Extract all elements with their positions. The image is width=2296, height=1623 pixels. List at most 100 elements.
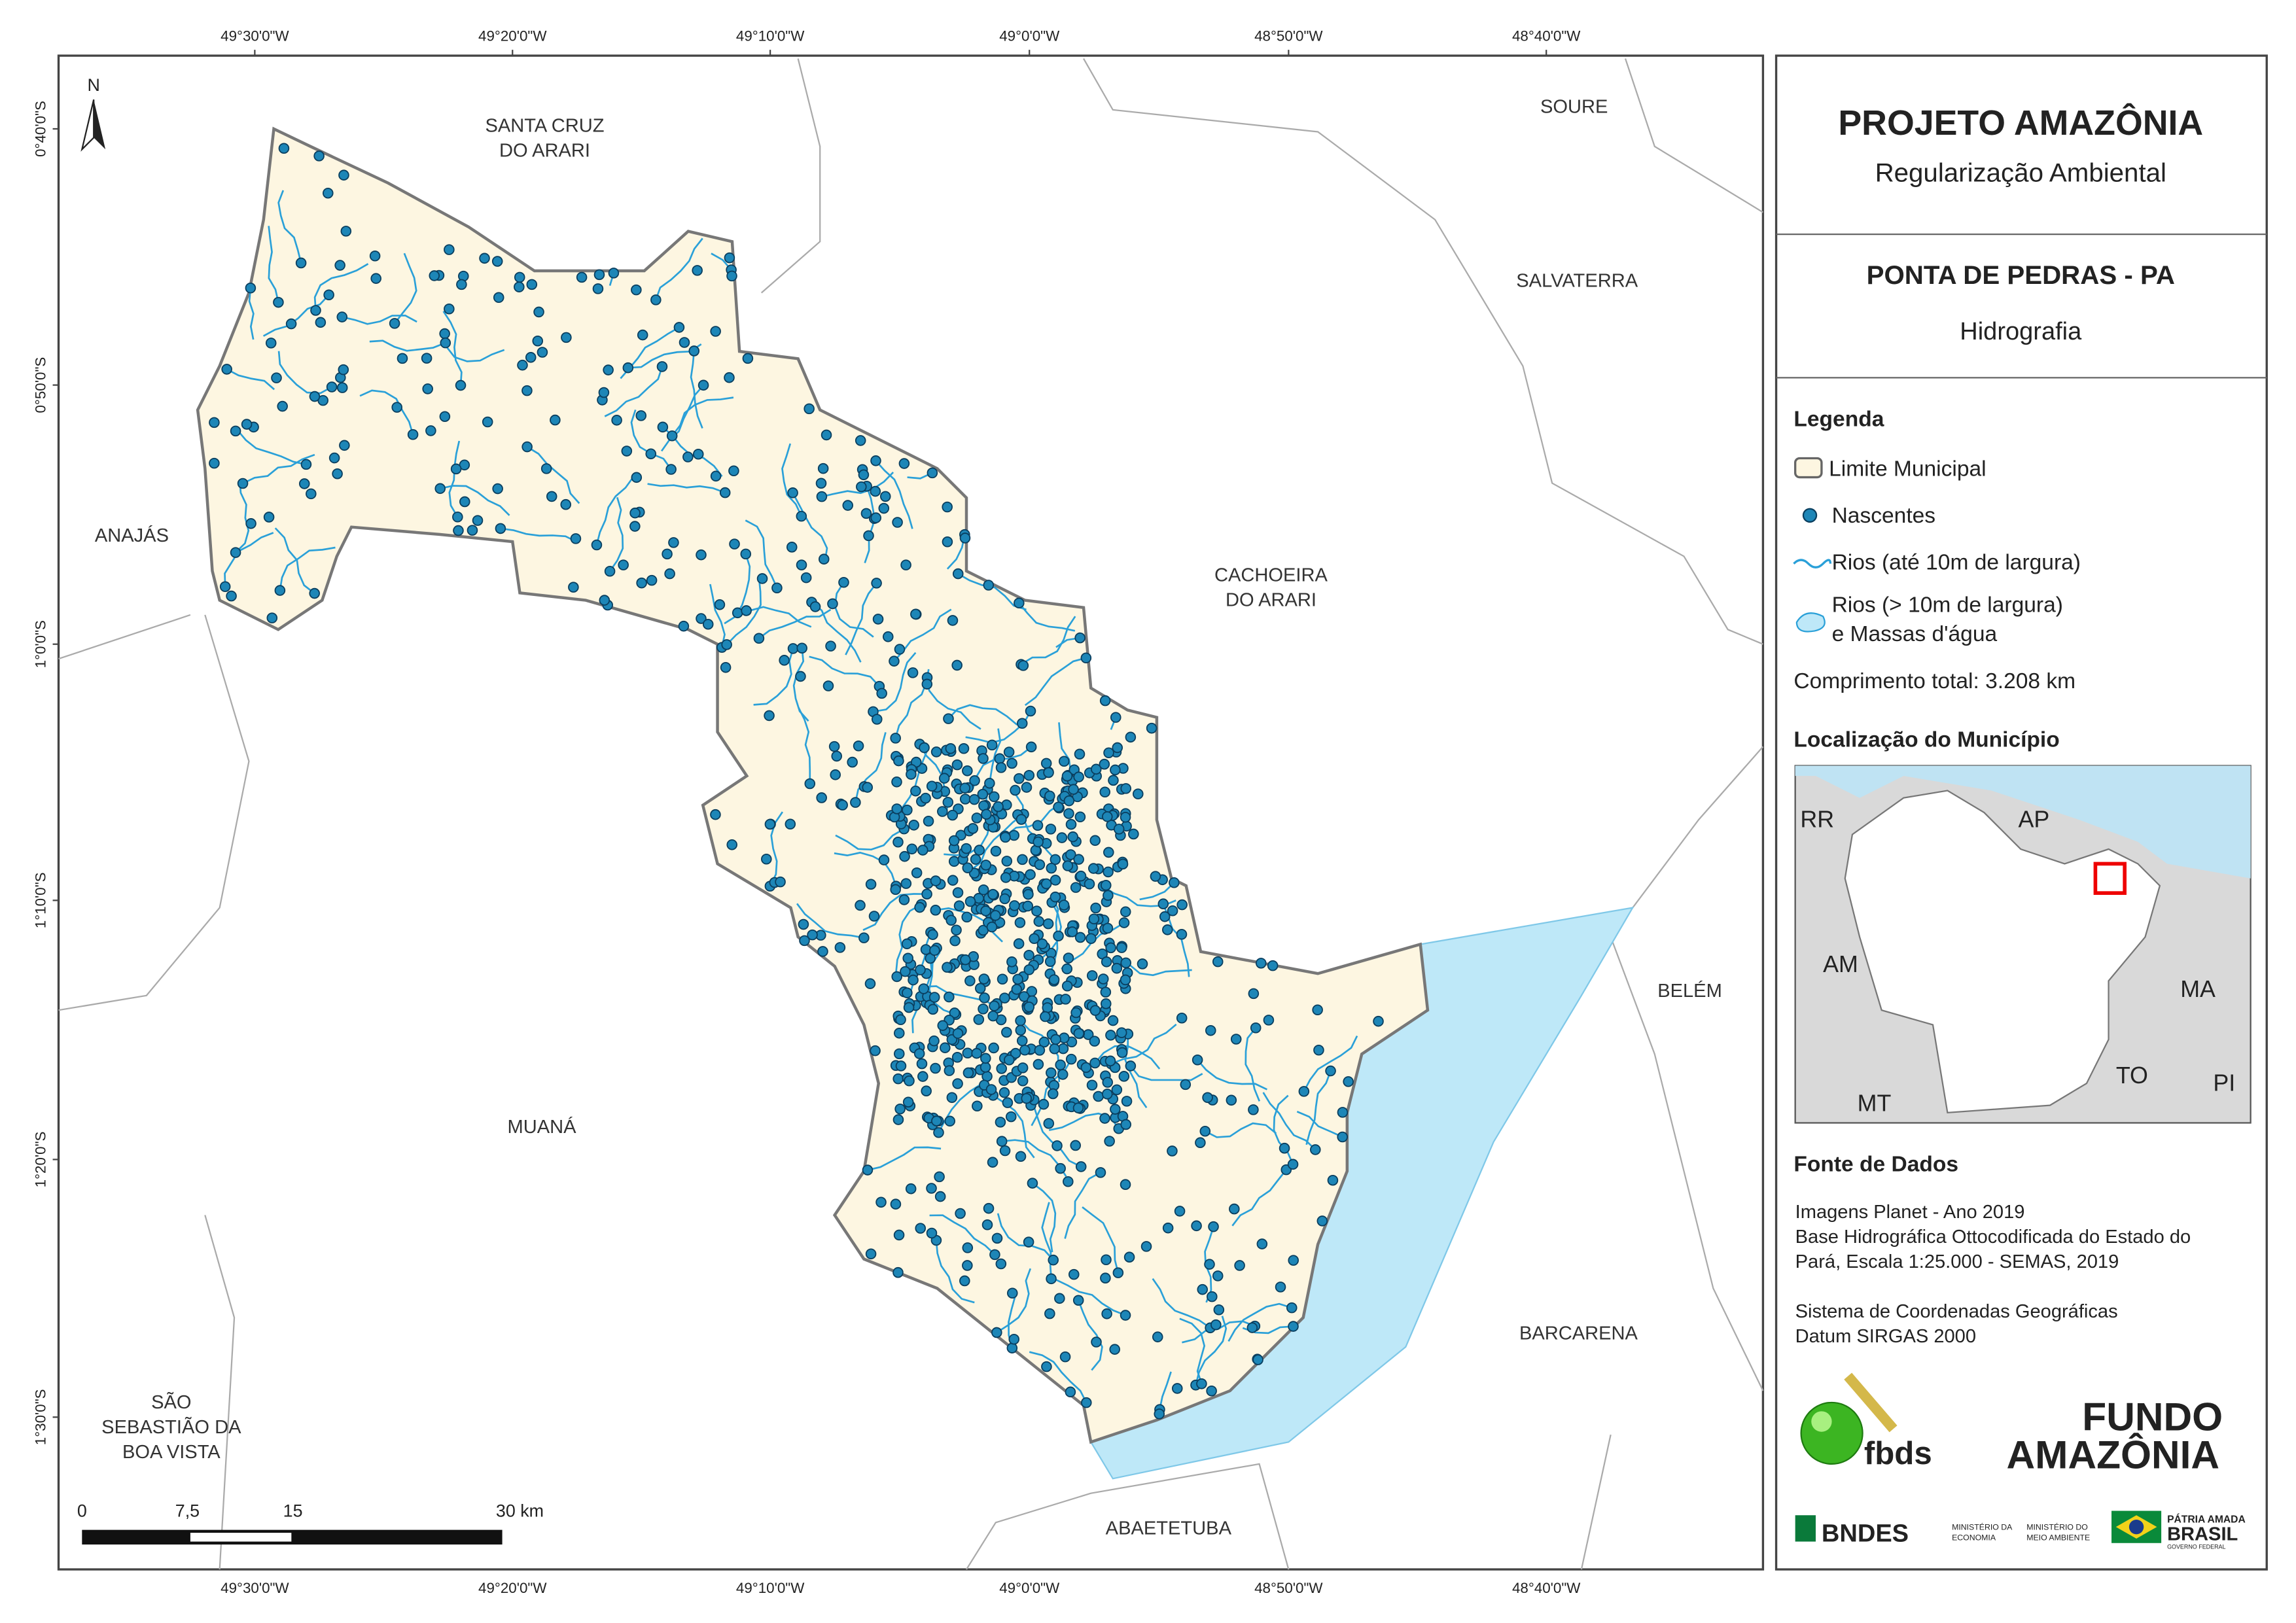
spring (1055, 1162, 1066, 1174)
spring (989, 791, 1000, 803)
spring (540, 463, 552, 474)
spring (591, 539, 603, 551)
spring (721, 639, 732, 650)
spring (309, 391, 321, 402)
spring (1176, 928, 1188, 940)
spring (864, 978, 876, 989)
spring (702, 618, 714, 630)
spring (728, 465, 739, 477)
spring (1207, 1291, 1218, 1302)
place-label: SANTA CRUZ (485, 115, 604, 136)
spring (1213, 1304, 1225, 1316)
river (1077, 1300, 1103, 1371)
spring (278, 143, 290, 154)
spring (902, 1096, 914, 1108)
spring (1343, 1076, 1354, 1087)
spring (962, 1047, 974, 1059)
spring (930, 1062, 941, 1074)
spring (934, 1191, 946, 1202)
spring (1015, 1024, 1027, 1036)
spring (326, 381, 338, 393)
river (1245, 1027, 1261, 1102)
spring (369, 250, 381, 262)
spring (1100, 998, 1112, 1009)
lon-label: 49°20'0"W (478, 1580, 547, 1596)
fbds-text: fbds (1864, 1435, 1932, 1471)
spring (875, 1196, 887, 1208)
spring (679, 337, 690, 348)
river (1024, 657, 1087, 707)
spring (1279, 1142, 1290, 1154)
spring (340, 226, 352, 237)
spring (1102, 811, 1113, 822)
spring (391, 402, 402, 413)
spring (742, 353, 754, 364)
spring (450, 463, 462, 475)
spring (698, 379, 709, 391)
lon-label: 49°0'0"W (999, 1580, 1060, 1596)
river (1195, 1316, 1227, 1386)
lon-label: 49°0'0"W (999, 28, 1060, 44)
spring (917, 1071, 928, 1082)
river (957, 572, 1027, 611)
spring (526, 279, 538, 290)
spring (692, 448, 704, 460)
spring (440, 337, 451, 349)
spring (1128, 828, 1139, 840)
scale-bar-segment (190, 1533, 292, 1542)
spring (894, 644, 906, 655)
spring (1120, 783, 1131, 794)
spring (942, 962, 953, 973)
spring (891, 777, 902, 788)
spring (959, 782, 971, 794)
spring (313, 150, 325, 162)
spring (799, 935, 810, 947)
spring (1057, 1069, 1069, 1080)
spring (576, 271, 588, 283)
river (440, 485, 510, 516)
spring (1019, 1044, 1031, 1056)
spring (933, 1126, 944, 1138)
spring (226, 590, 237, 602)
spring (911, 867, 923, 879)
spring (968, 794, 980, 805)
spring (1180, 1079, 1192, 1091)
river (1124, 1034, 1148, 1108)
spring (1073, 1028, 1085, 1039)
spring (946, 1092, 958, 1104)
spring (980, 1053, 991, 1064)
legend-item: Rios (até 10m de largura) (1832, 551, 2081, 575)
spring (611, 415, 622, 426)
spring (964, 975, 976, 986)
river (1110, 1023, 1177, 1065)
spring (537, 347, 548, 358)
spring (865, 879, 877, 890)
spring (804, 778, 816, 790)
spring (796, 510, 807, 522)
scale-label: 0 (77, 1501, 87, 1520)
spring (1005, 1111, 1017, 1123)
spring (1073, 771, 1084, 782)
spring (756, 573, 768, 584)
spring (989, 1000, 1000, 1011)
spring (816, 491, 828, 502)
spring (724, 252, 735, 264)
river (448, 440, 461, 517)
spring (425, 425, 436, 436)
spring (726, 270, 737, 282)
place-label: BARCARENA (1519, 1323, 1638, 1344)
spring (1086, 970, 1098, 981)
river (1296, 1111, 1343, 1138)
spring (1049, 1043, 1061, 1055)
river (1032, 1182, 1057, 1253)
spring (828, 741, 840, 752)
spring (753, 633, 765, 644)
river (1227, 1302, 1292, 1342)
spring (944, 1065, 955, 1076)
lat-label: 0°50'0"S (32, 357, 48, 413)
spring (1256, 1238, 1268, 1249)
spring (1171, 1383, 1183, 1394)
spring (521, 385, 533, 396)
spring (1015, 1151, 1027, 1162)
boundary (1624, 58, 1763, 213)
